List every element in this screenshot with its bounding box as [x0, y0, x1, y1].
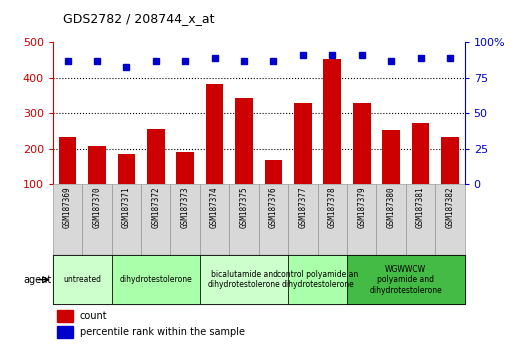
- Text: GSM187369: GSM187369: [63, 186, 72, 228]
- Bar: [265, 160, 282, 219]
- Bar: [118, 154, 135, 219]
- Text: WGWWCW
polyamide and
dihydrotestolerone: WGWWCW polyamide and dihydrotestolerone: [370, 265, 442, 295]
- Bar: [229, 184, 259, 255]
- Bar: [412, 123, 429, 219]
- Bar: [206, 84, 223, 219]
- Text: percentile rank within the sample: percentile rank within the sample: [80, 327, 244, 337]
- Bar: [57, 326, 73, 338]
- Bar: [347, 255, 465, 304]
- Bar: [288, 255, 347, 304]
- Text: untreated: untreated: [63, 275, 101, 284]
- Text: GSM187379: GSM187379: [357, 186, 366, 228]
- Text: GSM187382: GSM187382: [446, 186, 455, 228]
- Bar: [53, 184, 82, 255]
- Bar: [82, 184, 111, 255]
- Bar: [57, 310, 73, 322]
- Bar: [382, 130, 400, 219]
- Text: GSM187373: GSM187373: [181, 186, 190, 228]
- Bar: [288, 184, 317, 255]
- Bar: [53, 255, 111, 304]
- Bar: [324, 59, 341, 219]
- Text: GDS2782 / 208744_x_at: GDS2782 / 208744_x_at: [63, 12, 215, 25]
- Bar: [200, 255, 288, 304]
- Text: GSM187371: GSM187371: [122, 186, 131, 228]
- Bar: [259, 184, 288, 255]
- Text: GSM187381: GSM187381: [416, 186, 425, 228]
- Bar: [147, 129, 165, 219]
- Bar: [235, 98, 253, 219]
- Bar: [435, 184, 465, 255]
- Text: GSM187370: GSM187370: [92, 186, 101, 228]
- Text: count: count: [80, 311, 107, 321]
- Text: GSM187375: GSM187375: [240, 186, 249, 228]
- Bar: [176, 152, 194, 219]
- Bar: [111, 255, 200, 304]
- Bar: [171, 184, 200, 255]
- Bar: [317, 184, 347, 255]
- Bar: [88, 146, 106, 219]
- Bar: [111, 184, 141, 255]
- Text: GSM187380: GSM187380: [386, 186, 395, 228]
- Text: bicalutamide and
dihydrotestolerone: bicalutamide and dihydrotestolerone: [208, 270, 280, 289]
- Bar: [141, 184, 171, 255]
- Text: dihydrotestolerone: dihydrotestolerone: [119, 275, 192, 284]
- Text: GSM187377: GSM187377: [298, 186, 307, 228]
- Text: control polyamide an
dihydrotestolerone: control polyamide an dihydrotestolerone: [277, 270, 358, 289]
- Bar: [406, 184, 435, 255]
- Bar: [59, 137, 77, 219]
- Bar: [294, 103, 312, 219]
- Bar: [200, 184, 229, 255]
- Text: GSM187374: GSM187374: [210, 186, 219, 228]
- Bar: [441, 137, 459, 219]
- Text: GSM187376: GSM187376: [269, 186, 278, 228]
- Text: GSM187378: GSM187378: [328, 186, 337, 228]
- Text: GSM187372: GSM187372: [151, 186, 161, 228]
- Text: agent: agent: [23, 275, 51, 285]
- Bar: [353, 103, 371, 219]
- Bar: [347, 184, 376, 255]
- Bar: [376, 184, 406, 255]
